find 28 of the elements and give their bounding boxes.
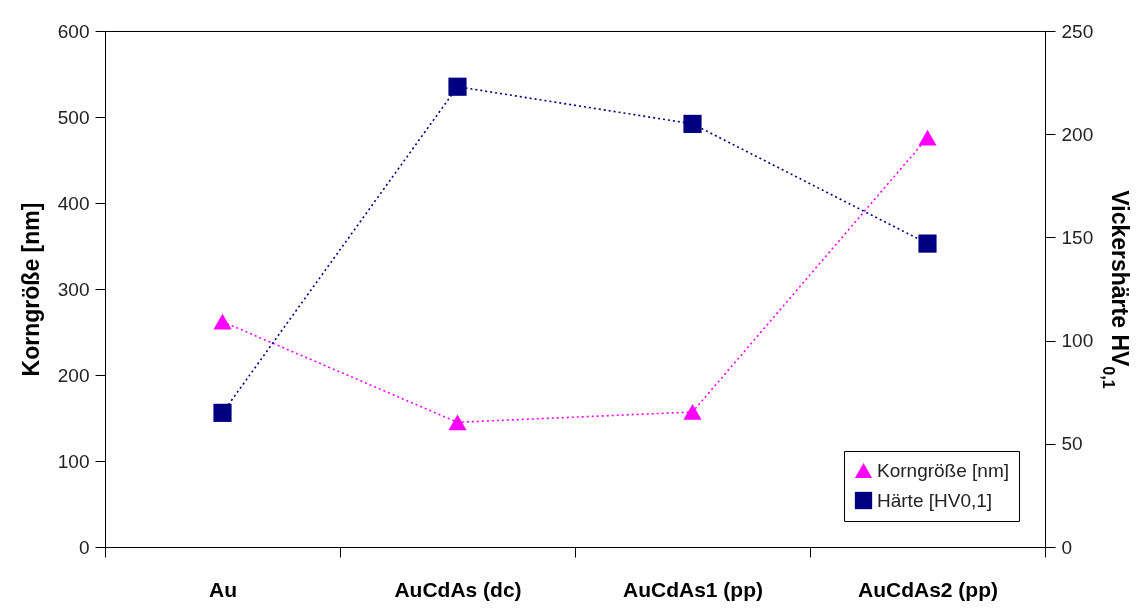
y-tick-label: 300 — [57, 278, 90, 300]
y-axis-title: Korngröße [nm] — [17, 202, 44, 377]
point — [918, 234, 937, 253]
y-tick-label: 100 — [57, 450, 90, 472]
point — [213, 403, 232, 422]
y-tick-label: 600 — [57, 20, 90, 42]
y2-tick-label: 0 — [1061, 536, 1073, 558]
point — [448, 414, 467, 431]
y2-tick-label: 150 — [1061, 226, 1094, 248]
y2-tick-label: 100 — [1061, 330, 1094, 352]
y-tick-label: 0 — [78, 536, 90, 558]
point — [683, 404, 702, 420]
point — [448, 77, 467, 96]
y-tick-label: 500 — [57, 106, 90, 128]
y-tick-label: 200 — [57, 364, 90, 386]
point — [918, 129, 937, 146]
x-tick-label: AuCdAs (dc) — [394, 577, 522, 601]
x-tick-label: AuCdAs1 (pp) — [623, 577, 763, 601]
point — [683, 114, 702, 133]
point — [213, 313, 232, 330]
x-tick-label: Au — [209, 577, 237, 601]
y2-tick-label: 50 — [1061, 433, 1083, 455]
y2-tick-label: 250 — [1061, 20, 1094, 42]
x-tick-label: AuCdAs2 (pp) — [858, 577, 998, 601]
legend-label: Korngröße [nm] — [877, 459, 1009, 481]
legend-label: Härte [HV0,1] — [877, 489, 993, 511]
y2-tick-label: 200 — [1061, 123, 1094, 145]
y-tick-label: 400 — [57, 192, 90, 214]
